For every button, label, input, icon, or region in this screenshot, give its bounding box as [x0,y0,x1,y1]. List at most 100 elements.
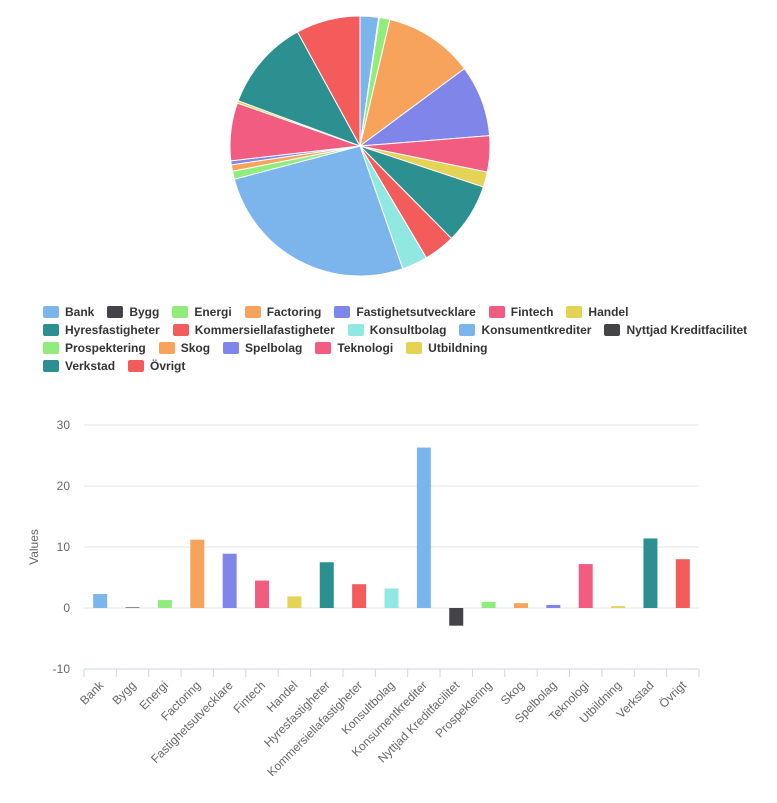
legend-swatch [107,306,124,318]
legend-label: Fastighetsutvecklare [356,305,476,319]
legend-swatch [43,306,59,318]
legend-swatch [43,324,59,336]
legend-item-verkstad[interactable]: Verkstad [43,359,115,373]
y-tick-label: 0 [63,601,70,615]
grid-lines [84,424,699,609]
bar-handel[interactable] [287,596,302,608]
bar-prospektering[interactable] [481,601,496,608]
legend-item-bank[interactable]: Bank [43,305,94,319]
legend-row: Hyresfastigheter Kommersiellafastigheter K… [43,321,747,339]
legend-item-konsultbolag[interactable]: Konsultbolag [347,323,447,337]
legend-label: Kommersiellafastigheter [194,323,335,337]
legend-label: Bygg [129,305,160,319]
legend-item-handel[interactable]: Handel [566,305,628,319]
pie-slice-verkstad[interactable] [237,31,362,147]
legend-item-vrigt[interactable]: Övrigt [128,359,185,373]
bar-konsultbolag[interactable] [384,588,399,608]
legend-label: Konsumentkrediter [481,323,592,337]
legend-swatch [347,324,364,336]
legend-row: Bank Bygg Energi Factoring Fastighetsutveckl… [43,303,743,321]
bar-teknologi[interactable] [578,564,593,608]
bars [93,447,690,626]
legend-label: Energi [194,305,232,319]
legend-swatch [566,306,583,318]
x-tick-label: Bank [77,678,107,708]
pie-slices [229,15,491,277]
pie-slice-konsumentkrediter[interactable] [233,145,404,277]
legend-item-fastighetsutvecklare[interactable]: Fastighetsutvecklare [334,305,476,319]
bar-hyresfastigheter[interactable] [319,562,334,608]
legend-item-bygg[interactable]: Bygg [107,305,159,319]
bar-fastighetsutvecklare[interactable] [222,553,237,608]
legend-label: Konsultbolag [369,323,447,337]
bar-chart: -10 0 10 20 30 Values Bank ByggEnergiFactorin… [27,418,700,780]
legend-label: Fintech [510,305,554,319]
legend-label: Prospektering [65,341,146,355]
bar-utbildning[interactable] [611,606,626,608]
legend-swatch [406,342,423,354]
legend-item-kommersiellafastigheter[interactable]: Kommersiellafastigheter [172,323,335,337]
legend-swatch [172,306,189,318]
pie-chart [229,15,491,277]
legend-label: Övrigt [150,359,186,373]
legend-item-fintech[interactable]: Fintech [488,305,554,319]
legend: Bank Bygg Energi Factoring Fastighetsutveckl… [43,303,747,375]
x-tick-label: Fintech [230,678,268,716]
x-tick-label: Skog [498,678,527,707]
legend-label: Factoring [266,305,322,319]
y-tick-label: 30 [57,418,71,432]
bar-spelbolag[interactable] [546,604,561,608]
legend-label: Teknologi [337,341,394,355]
legend-item-teknologi[interactable]: Teknologi [315,341,393,355]
y-axis-ticks: -10 0 10 20 30 [53,418,71,676]
legend-item-spelbolag[interactable]: Spelbolag [223,341,302,355]
legend-item-nyttjad-kreditfacilitet[interactable]: Nyttjad Kreditfacilitet [604,323,747,337]
bar-energi[interactable] [157,600,172,608]
legend-label: Spelbolag [245,341,303,355]
legend-item-energi[interactable]: Energi [172,305,232,319]
legend-item-utbildning[interactable]: Utbildning [406,341,488,355]
legend-label: Skog [180,341,211,355]
legend-swatch [488,306,505,318]
legend-label: Nyttjad Kreditfacilitet [626,323,748,337]
pie-slice-factoring[interactable] [359,18,466,148]
bar-nyttjad-kreditfacilitet[interactable] [449,608,464,626]
legend-item-skog[interactable]: Skog [158,341,211,355]
legend-item-konsumentkrediter[interactable]: Konsumentkrediter [459,323,591,337]
y-tick-label: 20 [57,479,71,493]
legend-row: Prospektering Skog Spelbolag Teknologi Utbil… [43,339,743,357]
bar-bygg[interactable] [125,607,140,608]
legend-item-factoring[interactable]: Factoring [244,305,322,319]
pie-slice-vrigt[interactable] [296,15,361,147]
bar-vrigt[interactable] [675,559,690,608]
y-tick-label: 10 [57,540,71,554]
legend-label: Handel [588,305,629,319]
bar-factoring[interactable] [190,539,205,608]
legend-row: Verkstad Övrigt [43,357,743,375]
bar-konsumentkrediter[interactable] [416,447,431,608]
legend-swatch [128,360,145,372]
x-tick-label: Bygg [109,678,138,707]
legend-label: Verkstad [65,359,116,373]
legend-swatch [315,342,332,354]
legend-label: Utbildning [428,341,488,355]
legend-swatch [334,306,351,318]
legend-swatch [172,324,189,336]
legend-label: Bank [65,305,95,319]
bar-verkstad[interactable] [643,538,658,608]
bar-fintech[interactable] [255,580,270,608]
x-axis-ticks: Bank ByggEnergiFactoringFastighetsutveckl… [77,678,689,780]
legend-swatch [158,342,175,354]
legend-swatch [459,324,476,336]
legend-swatch [43,342,59,354]
bar-kommersiellafastigheter[interactable] [352,584,367,608]
legend-swatch [244,306,261,318]
y-tick-label: -10 [53,662,71,676]
legend-item-hyresfastigheter[interactable]: Hyresfastigheter [43,323,160,337]
bar-skog[interactable] [513,603,528,608]
x-tick-label: Övrigt [656,678,689,711]
y-axis-title: Values [27,529,41,565]
legend-swatch [604,324,621,336]
bar-bank[interactable] [93,593,108,608]
legend-item-prospektering[interactable]: Prospektering [43,341,146,355]
